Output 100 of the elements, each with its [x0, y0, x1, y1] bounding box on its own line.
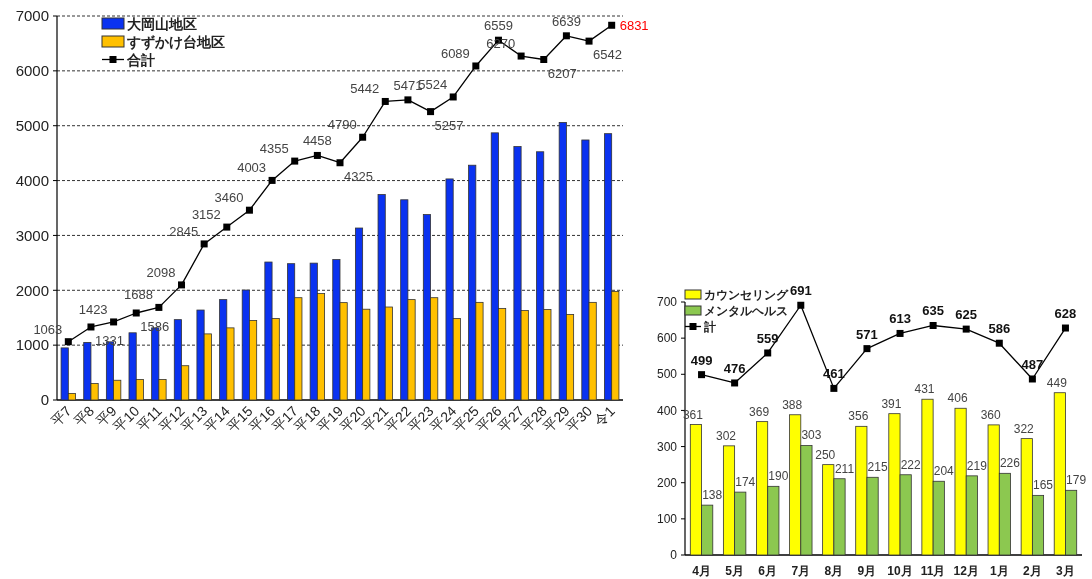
data-label: 211 [834, 461, 855, 476]
data-label: 499 [690, 352, 713, 368]
y-tick-label: 3000 [15, 226, 49, 244]
y-tick-label: 500 [656, 367, 678, 382]
data-label: 360 [980, 407, 1001, 422]
data-label: 165 [1032, 478, 1054, 493]
data-label: 226 [999, 456, 1021, 471]
y-tick-label: 1000 [15, 336, 49, 354]
y-tick-label: 6000 [15, 62, 49, 80]
point [200, 240, 208, 248]
x-tick-label: 9月 [857, 564, 877, 578]
y-tick-label: 5000 [15, 116, 49, 134]
point [929, 321, 937, 329]
point [472, 62, 480, 70]
data-label: 6089 [440, 45, 470, 61]
x-tick-label: 4月 [692, 564, 711, 578]
point [132, 309, 140, 317]
point [540, 56, 548, 63]
x-tick-label: 1月 [989, 564, 1009, 578]
data-label: 2098 [146, 264, 176, 280]
data-label: 4355 [259, 141, 289, 157]
point [995, 339, 1003, 347]
point [896, 329, 904, 337]
data-label: 613 [889, 311, 911, 327]
y-tick-label: 2000 [15, 281, 49, 299]
data-label: 302 [715, 428, 737, 443]
data-label: 1688 [123, 287, 153, 303]
data-label: 586 [988, 321, 1011, 337]
y-tick-label: 700 [656, 295, 678, 310]
point [313, 151, 321, 159]
point [155, 303, 163, 311]
x-tick-label: 8月 [824, 564, 844, 578]
point [517, 52, 525, 60]
point [178, 281, 186, 289]
data-label: 369 [749, 404, 770, 419]
y-tick-label: 4000 [15, 171, 49, 189]
point [245, 206, 253, 214]
point [404, 96, 412, 104]
point [223, 223, 231, 231]
point [110, 318, 118, 326]
point [585, 37, 593, 45]
data-label: 215 [867, 460, 888, 475]
data-label: 138 [702, 488, 723, 503]
data-label: 204 [933, 464, 955, 479]
legend-label: 大岡山地区 [127, 16, 197, 32]
point [359, 133, 367, 141]
data-label: 406 [947, 391, 968, 406]
x-tick-label: 11月 [920, 564, 946, 578]
data-label: 3460 [214, 190, 244, 206]
data-label: 4790 [327, 117, 357, 133]
data-label: 303 [801, 428, 822, 443]
point [608, 21, 616, 29]
y-tick-label: 0 [40, 391, 49, 409]
data-label: 625 [955, 307, 978, 323]
data-label: 449 [1046, 375, 1068, 390]
point [1061, 324, 1069, 332]
data-label: 1423 [78, 301, 108, 317]
point [731, 379, 739, 387]
y-tick-label: 0 [670, 548, 678, 563]
point [64, 338, 72, 346]
point [268, 176, 276, 184]
data-label: 431 [914, 382, 935, 397]
data-label: 391 [881, 396, 902, 411]
legend-label: 計 [703, 320, 716, 334]
point [797, 301, 805, 309]
data-label: 356 [848, 409, 869, 424]
legend-label: 合計 [126, 52, 155, 68]
point [830, 384, 838, 392]
data-label: 4003 [237, 160, 267, 176]
legend-label: カウンセリング [704, 288, 789, 302]
point [1028, 375, 1036, 383]
data-label: 6542 [593, 47, 622, 63]
x-tick-label: 10月 [887, 564, 913, 578]
data-label: 190 [768, 469, 789, 484]
data-label: 3152 [191, 207, 221, 223]
data-label: 571 [856, 326, 878, 342]
point [698, 371, 706, 379]
data-label: 219 [966, 458, 988, 473]
point [381, 97, 389, 105]
data-label: 4458 [302, 133, 332, 149]
data-label: 6639 [551, 13, 581, 29]
y-tick-label: 200 [656, 475, 678, 490]
legend-label: すずかけ台地区 [126, 34, 225, 51]
data-label: 628 [1054, 306, 1077, 322]
legend-label: メンタルヘルス [704, 304, 788, 318]
point [863, 345, 871, 353]
x-tick-label: 12月 [953, 564, 979, 578]
data-label: 322 [1013, 421, 1035, 436]
x-tick-label: 2月 [1023, 564, 1042, 578]
data-label: 691 [789, 283, 812, 299]
data-label: 179 [1066, 473, 1087, 488]
x-tick-label: 3月 [1056, 564, 1075, 578]
x-tick-label: 令1 [591, 402, 618, 430]
data-label: 388 [782, 397, 803, 412]
x-tick-label: 6月 [758, 564, 778, 578]
data-label: 476 [723, 360, 746, 376]
data-label: 5442 [350, 81, 380, 97]
point [87, 323, 95, 331]
data-label: 1331 [94, 332, 124, 348]
data-label: 174 [735, 475, 756, 490]
